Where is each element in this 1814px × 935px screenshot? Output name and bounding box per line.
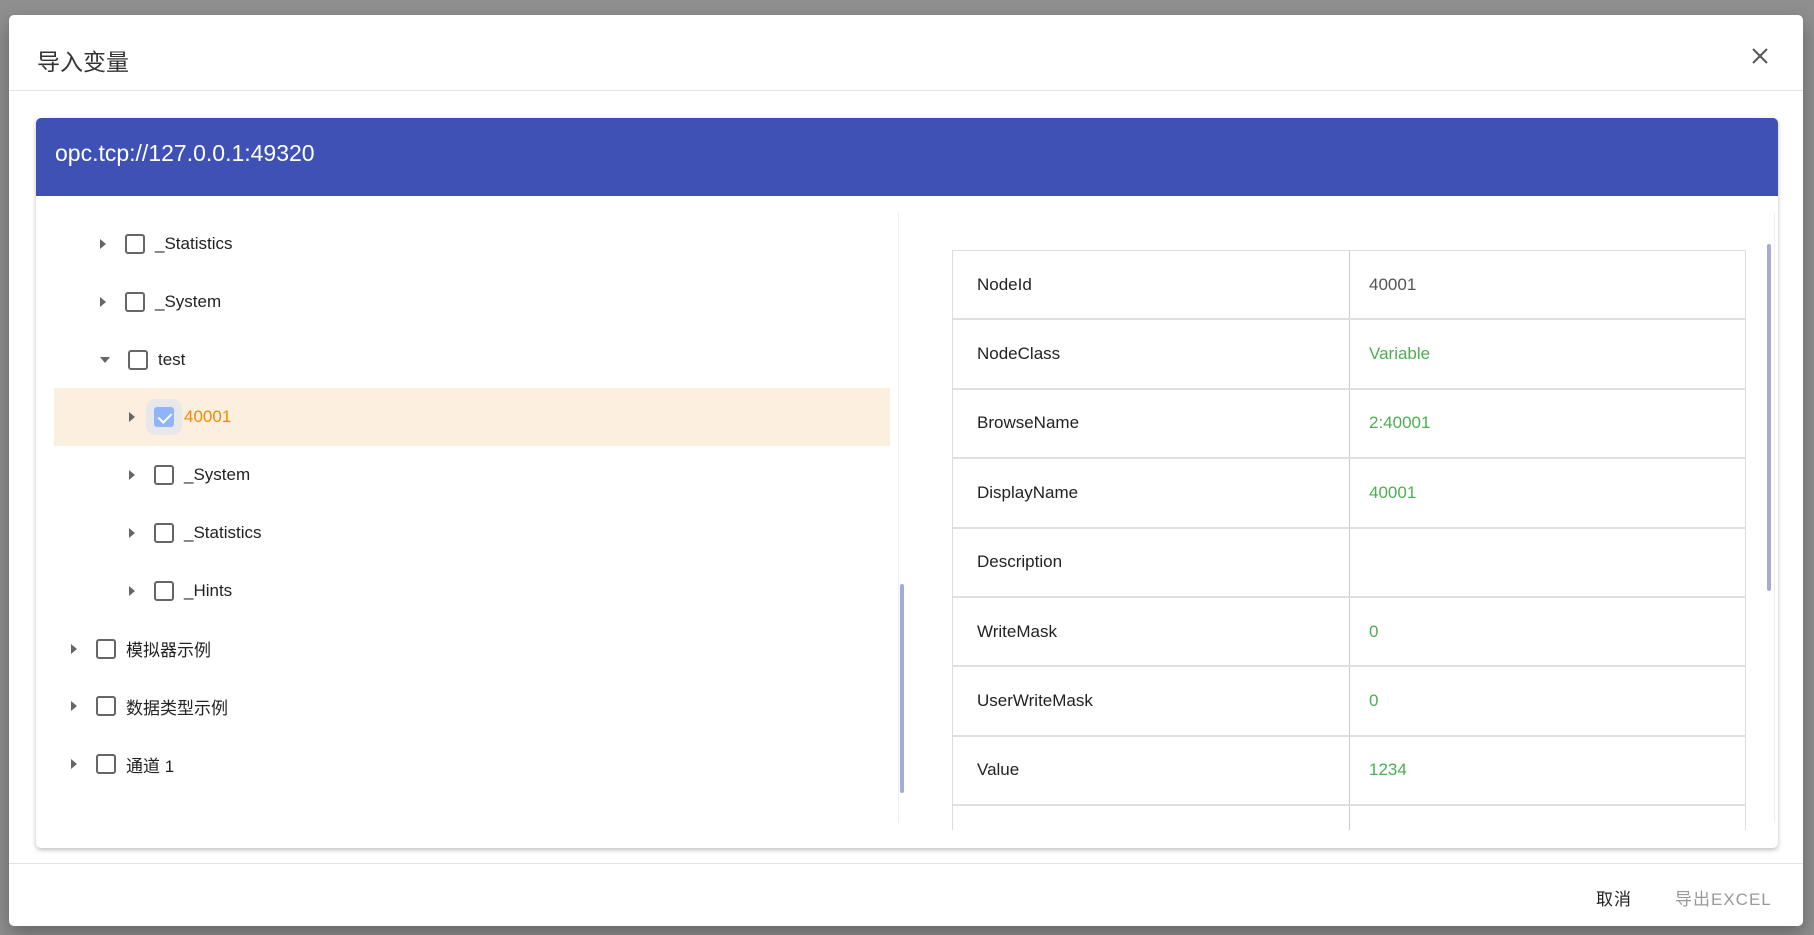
table-row: Value 1234: [953, 736, 1745, 807]
table-scrollbar[interactable]: [1767, 244, 1771, 591]
header-divider: [9, 90, 1803, 91]
tree-node[interactable]: 通道 1: [54, 735, 890, 793]
checkbox[interactable]: [154, 407, 174, 428]
export-excel-button[interactable]: 导出EXCEL: [1675, 890, 1772, 909]
checkbox[interactable]: [96, 696, 116, 717]
import-variables-dialog: 导入变量 opc.tcp://127.0.0.1:49320 _Statisti…: [9, 15, 1803, 926]
attribute-name: DisplayName: [953, 459, 1350, 527]
attribute-value: Variable: [1369, 344, 1431, 364]
caret-right-icon[interactable]: [100, 239, 106, 249]
tree-node[interactable]: 模拟器示例: [54, 620, 890, 678]
caret-right-icon[interactable]: [71, 701, 77, 712]
cancel-button[interactable]: 取消: [1596, 890, 1632, 909]
tree-node[interactable]: test: [54, 331, 890, 389]
table-row: WriteMask 0: [953, 597, 1745, 668]
server-url: opc.tcp://127.0.0.1:49320: [36, 118, 1778, 196]
table-row: BrowseName 2:40001: [953, 389, 1745, 460]
attribute-name: NodeClass: [953, 320, 1350, 388]
caret-down-icon[interactable]: [100, 356, 110, 363]
tree-node-label: 40001: [184, 407, 232, 427]
attribute-value: 0: [1369, 691, 1379, 711]
attribute-value: 2:40001: [1369, 413, 1431, 433]
attribute-name: Value: [953, 736, 1350, 805]
table-row: NodeId 40001: [953, 251, 1745, 321]
tree-node-label: _System: [184, 465, 251, 485]
caret-right-icon[interactable]: [71, 643, 77, 654]
checkbox[interactable]: [154, 523, 174, 543]
attribute-value: [1350, 529, 1745, 596]
attribute-value: 0: [1369, 621, 1379, 641]
caret-right-icon[interactable]: [129, 470, 135, 481]
attribute-value: 40001: [1369, 482, 1417, 502]
tree-divider: [898, 213, 899, 823]
close-button[interactable]: [1745, 41, 1775, 71]
dialog-title: 导入变量: [37, 49, 129, 75]
checkbox[interactable]: [128, 349, 148, 370]
server-card: opc.tcp://127.0.0.1:49320 _Statistics _Sy…: [36, 118, 1778, 848]
tree-scrollbar[interactable]: [900, 584, 904, 793]
attribute-name: BrowseName: [953, 389, 1350, 458]
attribute-value: 1234: [1369, 760, 1407, 780]
caret-right-icon[interactable]: [129, 585, 135, 596]
attribute-name: NodeId: [953, 251, 1350, 319]
table-row: NodeClass Variable: [953, 320, 1745, 390]
attribute-name: UserWriteMask: [953, 667, 1350, 735]
attributes-table: NodeId 40001 NodeClass Variable BrowseName 2:…: [952, 250, 1746, 830]
caret-right-icon[interactable]: [129, 412, 135, 423]
table-row: [953, 806, 1745, 830]
tree-node-label: _Hints: [184, 580, 233, 600]
tree-node-label: _System: [155, 291, 222, 311]
checkbox[interactable]: [154, 465, 174, 486]
node-tree: _Statistics _System test 40001 _System _Stati…: [54, 228, 890, 813]
tree-node-label: 数据类型示例: [126, 698, 228, 718]
table-row: DisplayName 40001: [953, 459, 1745, 529]
tree-node[interactable]: _System: [54, 446, 890, 504]
tree-node[interactable]: _Statistics: [54, 504, 890, 562]
attribute-name: [953, 806, 1350, 830]
tree-node[interactable]: _Statistics: [54, 215, 890, 273]
table-row: UserWriteMask 0: [953, 667, 1745, 737]
caret-right-icon[interactable]: [100, 296, 106, 307]
checkbox[interactable]: [96, 638, 116, 659]
tree-node-label: _Statistics: [184, 523, 262, 542]
tree-node[interactable]: 40001: [54, 388, 890, 447]
tree-node-label: 通道 1: [126, 756, 175, 776]
checkbox[interactable]: [96, 754, 116, 775]
tree-node-label: _Statistics: [155, 234, 233, 253]
attribute-value: [1350, 806, 1745, 830]
tree-node[interactable]: 数据类型示例: [54, 677, 890, 735]
checkbox[interactable]: [154, 580, 174, 601]
tree-node[interactable]: _System: [54, 273, 890, 331]
attribute-name: WriteMask: [953, 597, 1350, 666]
caret-right-icon[interactable]: [129, 528, 135, 538]
table-row: Description: [953, 528, 1745, 598]
checkbox[interactable]: [125, 234, 145, 254]
checkbox[interactable]: [125, 291, 145, 312]
table-scroll-track: [1774, 213, 1775, 823]
attribute-name: Description: [953, 528, 1350, 596]
tree-node-label: 模拟器示例: [126, 641, 211, 661]
close-icon: [1752, 48, 1768, 64]
footer-divider: [9, 863, 1803, 864]
attribute-value: 40001: [1369, 274, 1417, 294]
caret-right-icon[interactable]: [71, 759, 77, 770]
tree-node-label: test: [158, 349, 186, 369]
tree-node[interactable]: _Hints: [54, 562, 890, 620]
